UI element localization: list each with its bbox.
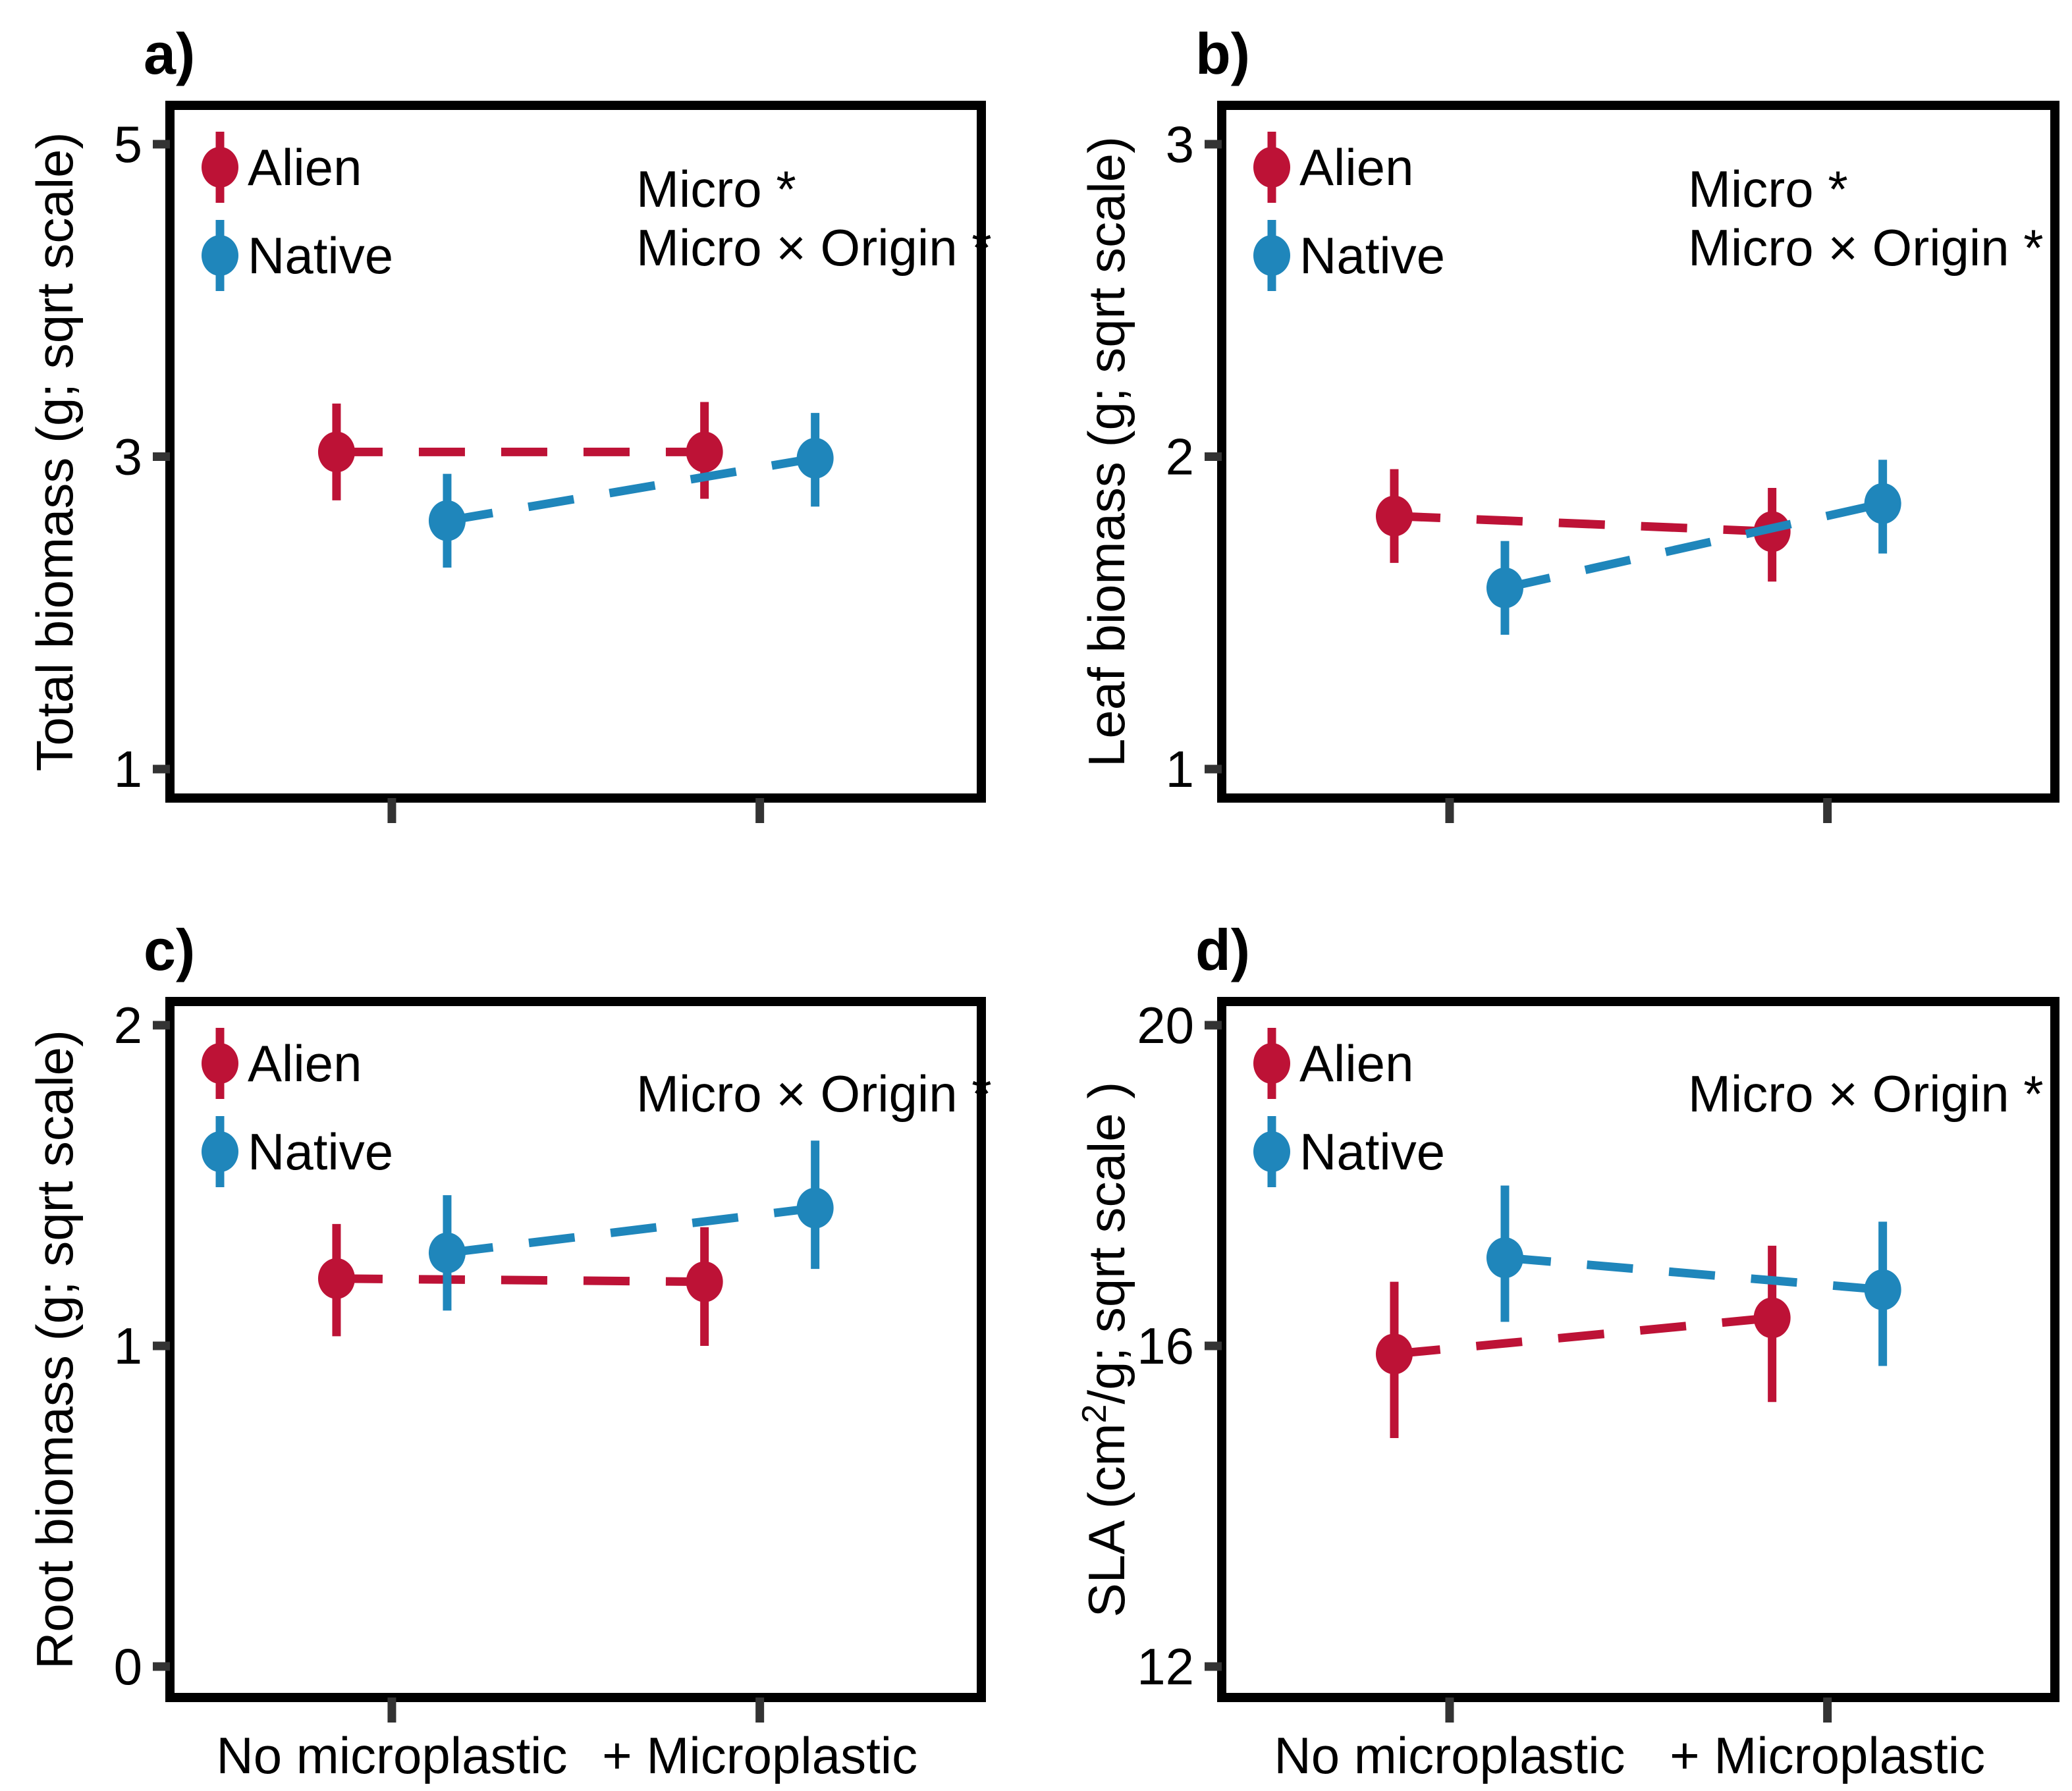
point-alien-0	[1375, 1333, 1413, 1375]
panel-tag-a: a)	[144, 21, 195, 86]
trend-line-native	[446, 454, 816, 525]
point-alien-0	[1375, 495, 1413, 537]
point-alien-0	[317, 431, 355, 473]
panel-b: b) 1 2 3 Leaf biomass (g; sqrt scale) Alien Na…	[1077, 21, 2059, 823]
legend-label-native: Native	[248, 227, 393, 284]
y-axis-label-b: Leaf biomass (g; sqrt scale)	[1077, 136, 1135, 767]
x-tick-label-microplastic: + Microplastic	[1670, 1726, 1985, 1784]
panel-tag-d: d)	[1195, 917, 1250, 982]
legend-marker-dot-alien	[202, 1043, 238, 1084]
legend-label-alien: Alien	[1299, 1034, 1413, 1092]
legend-marker-dot-alien	[1253, 1043, 1290, 1084]
legend-marker-dot-native	[202, 1131, 238, 1172]
y-tick-label-c: 2	[114, 996, 142, 1054]
panel-a: a) 1 3 5 Total biomass (g; sqrt scale) Alien N…	[26, 21, 992, 823]
point-native-1	[796, 1187, 834, 1229]
point-native-0	[1486, 1237, 1523, 1279]
y-axis-label-a: Total biomass (g; sqrt scale)	[26, 132, 84, 771]
trend-line-alien	[336, 1274, 705, 1287]
panel-tag-c: c)	[144, 917, 195, 982]
x-tick-label-no-microplastic: No microplastic	[216, 1726, 567, 1784]
stat-annotation: Micro × Origin *	[1688, 1065, 2044, 1123]
legend-label-alien: Alien	[248, 138, 362, 196]
legend-marker-dot-native	[1253, 235, 1290, 276]
legend-marker-dot-alien	[202, 147, 238, 188]
point-alien-1	[686, 431, 723, 473]
y-tick-label-a: 5	[114, 115, 142, 173]
y-axis-label-c: Root biomass (g; sqrt scale)	[26, 1030, 84, 1669]
legend-marker-dot-native	[1253, 1131, 1290, 1172]
point-native-0	[1486, 567, 1523, 608]
legend-label-native: Native	[1299, 227, 1445, 284]
panel-border-b	[1217, 101, 2059, 803]
trend-line-native	[1504, 1253, 1884, 1295]
y-tick-label-d: 20	[1137, 996, 1194, 1054]
stat-annotation: Micro *	[1688, 160, 1848, 218]
y-tick-label-b: 1	[1166, 740, 1194, 798]
trend-line-alien	[1394, 1313, 1773, 1358]
point-alien-1	[1753, 1297, 1791, 1339]
stat-annotation: Micro *	[636, 160, 796, 218]
legend-label-native: Native	[248, 1123, 393, 1181]
stat-annotation: Micro × Origin *	[636, 219, 992, 277]
x-tick-label-microplastic: + Microplastic	[602, 1726, 917, 1784]
point-native-0	[428, 1232, 466, 1273]
y-axis-label-d: SLA (cm2/g; sqrt scale )	[1076, 1082, 1135, 1618]
legend-marker-dot-alien	[1253, 147, 1290, 188]
point-alien-1	[686, 1261, 723, 1302]
y-tick-label-b: 3	[1166, 115, 1194, 173]
y-tick-label-c: 1	[114, 1317, 142, 1375]
y-tick-label-d: 12	[1137, 1638, 1194, 1696]
stat-annotation: Micro × Origin *	[636, 1065, 992, 1123]
legend-label-alien: Alien	[1299, 138, 1413, 196]
panel-border-a	[165, 101, 986, 803]
y-tick-label-d: 16	[1137, 1317, 1194, 1375]
y-tick-label-a: 1	[114, 740, 142, 798]
trend-line-native	[1504, 499, 1884, 593]
trend-line-native	[447, 1204, 816, 1258]
point-alien-0	[317, 1258, 355, 1299]
y-tick-label-a: 3	[114, 427, 142, 485]
point-native-1	[1864, 483, 1901, 524]
x-tick-label-no-microplastic: No microplastic	[1274, 1726, 1625, 1784]
trend-line-alien	[1394, 512, 1772, 536]
point-native-0	[428, 500, 466, 541]
point-native-1	[1864, 1269, 1901, 1310]
panel-tag-b: b)	[1195, 21, 1250, 86]
legend-label-alien: Alien	[248, 1034, 362, 1092]
panel-c: c) 0 1 2 Root biomass (g; sqrt scale) No micr…	[26, 917, 992, 1784]
legend-marker-dot-native	[202, 235, 238, 276]
point-native-1	[796, 437, 834, 479]
legend-label-native: Native	[1299, 1123, 1445, 1181]
stat-annotation: Micro × Origin *	[1688, 219, 2044, 277]
y-tick-label-c: 0	[114, 1638, 142, 1696]
y-tick-label-b: 2	[1166, 427, 1194, 485]
